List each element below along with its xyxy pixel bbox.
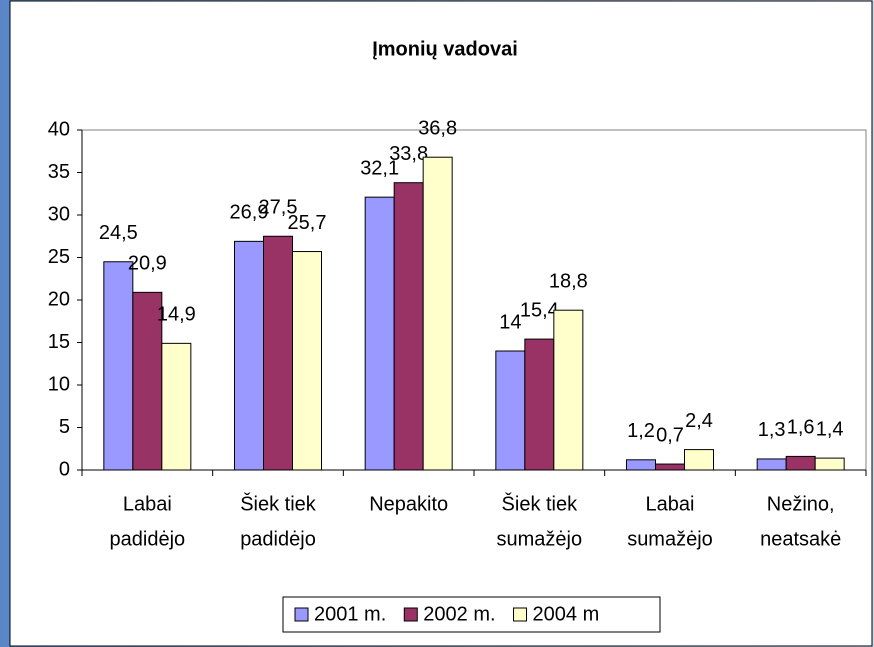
bar bbox=[785, 455, 816, 471]
value-label: 24,5 bbox=[99, 222, 138, 244]
value-label: 1,3 bbox=[758, 419, 786, 441]
x-tick-label: padidėjo bbox=[110, 528, 186, 550]
x-tick-label: Šiek tiek bbox=[502, 492, 579, 515]
value-label: 33,8 bbox=[389, 143, 428, 165]
x-tick-label: Šiek tiek bbox=[240, 492, 317, 515]
bar bbox=[524, 338, 555, 471]
x-tick-label: sumažėjo bbox=[627, 528, 713, 550]
x-tick-label: Labai bbox=[646, 493, 695, 515]
value-label: 32,1 bbox=[360, 157, 399, 179]
bar bbox=[292, 251, 322, 471]
y-tick-label: 25 bbox=[48, 246, 70, 268]
value-label: 2,4 bbox=[685, 410, 713, 432]
legend-label: 2002 m. bbox=[423, 603, 495, 625]
y-tick-label: 5 bbox=[59, 416, 70, 438]
x-tick-label: Labai bbox=[123, 493, 172, 515]
y-tick-label: 15 bbox=[48, 331, 70, 353]
value-label: 1,2 bbox=[627, 420, 655, 442]
legend-swatch bbox=[294, 607, 309, 622]
chart-title: Įmonių vadovai bbox=[372, 38, 518, 60]
value-label: 25,7 bbox=[288, 212, 327, 234]
bar bbox=[553, 309, 584, 471]
bar bbox=[364, 196, 395, 471]
x-tick-label: Nepakito bbox=[369, 493, 448, 515]
bar bbox=[756, 458, 787, 471]
y-tick-label: 30 bbox=[48, 203, 70, 225]
y-tick-label: 10 bbox=[48, 373, 70, 395]
bar bbox=[814, 457, 845, 471]
bar bbox=[655, 463, 685, 471]
bar bbox=[495, 350, 526, 471]
legend-label: 2001 m. bbox=[314, 603, 386, 625]
y-tick-label: 40 bbox=[48, 118, 70, 140]
value-label: 1,4 bbox=[816, 418, 844, 440]
bar bbox=[234, 240, 264, 471]
bar bbox=[684, 449, 714, 471]
value-label: 15,4 bbox=[520, 299, 559, 321]
bar bbox=[161, 342, 192, 471]
legend-label: 2004 m bbox=[533, 603, 600, 625]
x-tick-label: neatsakė bbox=[760, 528, 841, 550]
bar bbox=[103, 261, 134, 471]
value-label: 14,9 bbox=[157, 304, 196, 326]
legend-box bbox=[282, 596, 661, 633]
value-label: 36,8 bbox=[418, 117, 457, 139]
x-tick-label: Nežino, bbox=[767, 493, 835, 515]
legend-swatch bbox=[513, 607, 528, 622]
legend-swatch bbox=[403, 607, 418, 622]
value-label: 0,7 bbox=[656, 424, 684, 446]
y-tick-label: 20 bbox=[48, 288, 70, 310]
value-label: 20,9 bbox=[128, 253, 167, 275]
value-label: 27,5 bbox=[259, 197, 298, 219]
value-label: 18,8 bbox=[549, 270, 588, 292]
value-label: 26,9 bbox=[230, 202, 269, 224]
bar bbox=[626, 459, 656, 471]
x-tick-label: padidėjo bbox=[240, 528, 316, 550]
bar bbox=[393, 182, 424, 471]
bar bbox=[263, 235, 293, 471]
bar bbox=[422, 156, 453, 471]
value-label: 1,6 bbox=[787, 417, 815, 439]
value-label: 14 bbox=[499, 311, 521, 333]
x-tick-label: sumažėjo bbox=[497, 528, 583, 550]
y-tick-label: 35 bbox=[48, 161, 70, 183]
y-tick-label: 0 bbox=[59, 458, 70, 480]
